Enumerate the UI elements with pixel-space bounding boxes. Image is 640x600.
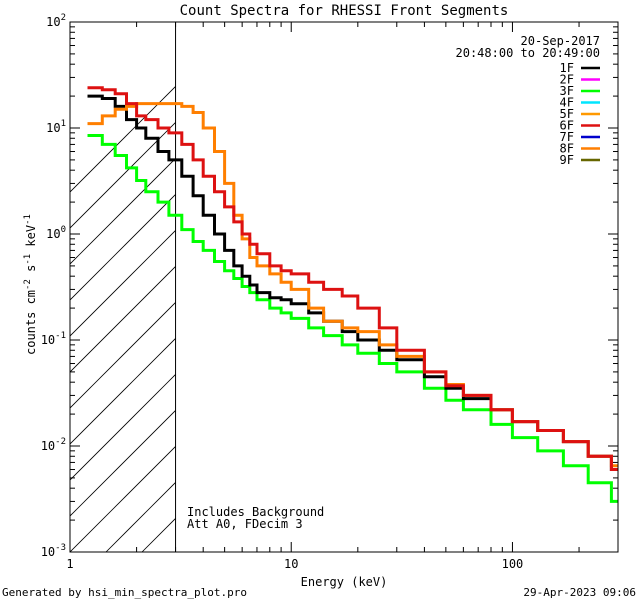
hatch-line	[70, 409, 176, 517]
legend-label-1f: 1F	[560, 61, 574, 75]
y-tick-labels: 102 101 100 10-1 10-2 10-3	[41, 13, 66, 559]
hatch-line	[430, 22, 640, 552]
x-tick-labels: 1 10 100	[66, 557, 523, 571]
legend-label-6f: 6F	[560, 119, 574, 133]
hatch-line	[70, 157, 176, 265]
x-tick-label: 10	[284, 557, 298, 571]
x-tick-label: 1	[66, 557, 73, 571]
axis-ticks	[69, 22, 619, 553]
x-axis-title: Energy (keV)	[301, 575, 388, 589]
hatch-line	[70, 373, 176, 481]
hatch-line	[394, 22, 640, 552]
hatch-line	[70, 229, 176, 337]
legend-label-7f: 7F	[560, 130, 574, 144]
date-label: 20-Sep-2017	[521, 34, 600, 48]
y-axis-title: counts cm-2 s-1 keV-1	[23, 214, 38, 355]
y-tick-label: 102	[46, 13, 66, 29]
annotation-attenuator: Att A0, FDecim 3	[187, 517, 303, 531]
legend-label-8f: 8F	[560, 142, 574, 156]
hatched-region	[70, 22, 640, 552]
y-tick-label: 100	[46, 225, 66, 241]
series-6f-line	[87, 86, 618, 471]
annotation-background: Includes Background	[187, 505, 324, 519]
legend-label-4f: 4F	[560, 96, 574, 110]
legend-label-9f: 9F	[560, 153, 574, 167]
time-range-label: 20:48:00 to 20:49:00	[456, 46, 601, 60]
hatch-line	[466, 22, 640, 552]
chart-title: Count Spectra for RHESSI Front Segments	[180, 3, 509, 19]
series-3f-line	[87, 134, 618, 503]
hatch-line	[214, 22, 640, 552]
footer-generated-by: Generated by hsi_min_spectra_plot.pro	[2, 586, 247, 599]
footer-timestamp: 29-Apr-2023 09:06	[523, 586, 636, 599]
hatch-line	[70, 301, 176, 409]
x-tick-label: 100	[502, 557, 524, 571]
hatch-line	[70, 265, 176, 373]
legend-label-2f: 2F	[560, 73, 574, 87]
series-8f-line	[87, 102, 618, 468]
y-tick-label: 101	[46, 119, 66, 135]
legend-label-3f: 3F	[560, 84, 574, 98]
hatch-line	[70, 121, 176, 229]
y-tick-label: 10-2	[41, 437, 66, 453]
y-tick-label: 10-1	[41, 331, 66, 347]
hatch-line	[70, 85, 176, 193]
hatch-line	[105, 481, 176, 552]
plot-frame	[69, 21, 619, 553]
series-1f-line	[87, 94, 618, 471]
y-tick-label: 10-3	[41, 543, 66, 559]
series-lines	[87, 86, 618, 503]
hatch-line	[70, 193, 176, 301]
legend-label-5f: 5F	[560, 107, 574, 121]
hatch-line	[610, 22, 640, 552]
hatch-line	[70, 445, 176, 552]
